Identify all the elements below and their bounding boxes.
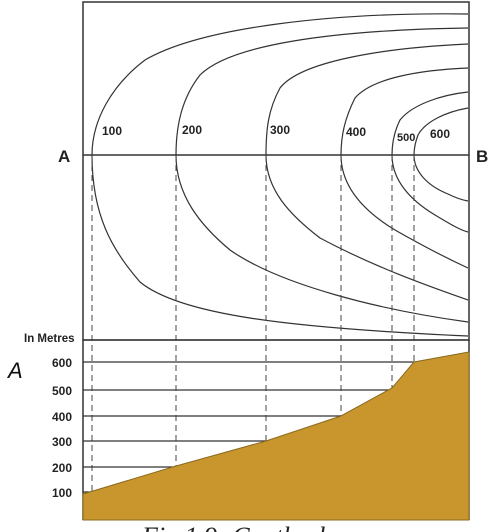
contour-line-500 xyxy=(391,91,469,233)
height-tick-600: 600 xyxy=(52,356,72,370)
profile-unit-label: In Metres xyxy=(24,333,75,345)
contour-line-400 xyxy=(340,67,469,269)
contour-label-400: 400 xyxy=(346,125,366,139)
contour-line-100 xyxy=(91,13,469,337)
point-b-label: B xyxy=(476,147,488,166)
height-tick-200: 200 xyxy=(52,461,72,475)
profile-side-label: A xyxy=(6,358,23,383)
figure-caption: Fig 1.9: Gentle slope xyxy=(141,522,363,532)
height-tick-300: 300 xyxy=(52,435,72,449)
contour-label-600: 600 xyxy=(430,127,450,141)
height-tick-100: 100 xyxy=(52,486,72,500)
projection-lines xyxy=(91,155,415,492)
point-a-label: A xyxy=(58,147,70,166)
contour-label-500: 500 xyxy=(397,132,415,144)
height-tick-500: 500 xyxy=(52,384,72,398)
height-tick-400: 400 xyxy=(52,410,72,424)
terrain-profile xyxy=(82,351,470,521)
contour-label-200: 200 xyxy=(182,123,202,137)
contour-line-300 xyxy=(265,43,469,301)
contour-map-frame xyxy=(82,1,470,341)
contour-label-100: 100 xyxy=(102,124,122,138)
contour-label-300: 300 xyxy=(270,123,290,137)
